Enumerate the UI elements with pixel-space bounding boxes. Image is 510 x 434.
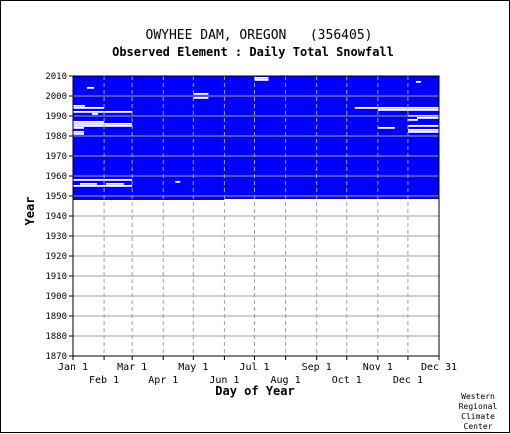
x-tick-label: Dec 1 (393, 375, 423, 386)
missing-data-segment (73, 131, 85, 133)
y-tick-label: 1950 (45, 192, 67, 202)
missing-data-segment (377, 127, 395, 129)
credit-line-1: Western (461, 392, 495, 401)
missing-data-segment (175, 181, 181, 183)
x-tick-label: Jul 1 (239, 362, 269, 373)
missing-data-segment (377, 109, 439, 111)
missing-data-segment (73, 105, 86, 107)
grid-layer (73, 76, 439, 356)
observed-data-block (73, 76, 439, 200)
missing-data-segment (416, 117, 439, 119)
x-tick-label: Aug 1 (271, 375, 301, 386)
missing-data-segment (73, 111, 133, 113)
missing-data-segment (73, 127, 85, 129)
credit-line-2: Regional (459, 402, 498, 411)
x-axis-ticks: Jan 1 Mar 1 May 1 Jul 1 Sep 1 Nov 1 Dec 31 Feb … (58, 356, 457, 386)
y-tick-label: 1910 (45, 272, 67, 282)
credit-text: Western Regional Climate Center (459, 392, 498, 431)
missing-data-segment (73, 179, 133, 181)
chart-subtitle: Observed Element : Daily Total Snowfall (112, 45, 394, 59)
missing-data-segment (73, 185, 133, 187)
missing-data-segment (87, 87, 95, 89)
x-tick-label: Dec 31 (421, 362, 457, 373)
missing-data-segment (415, 81, 421, 83)
x-tick-label: May 1 (178, 362, 208, 373)
missing-data-segment (407, 125, 439, 127)
y-tick-label: 1870 (45, 352, 67, 362)
y-tick-label: 1930 (45, 232, 67, 242)
y-tick-label: 1880 (45, 332, 67, 342)
missing-data-segment (73, 123, 133, 125)
missing-data-segment (407, 119, 418, 121)
missing-data-segment (354, 107, 439, 109)
missing-data-segment (407, 129, 439, 131)
credit-line-4: Center (464, 422, 493, 431)
y-axis-ticks: 2010 2000 1990 1980 1970 1960 1950 1940 1930 1920… (45, 72, 73, 362)
missing-data-segment (106, 183, 125, 185)
missing-data-segment (254, 79, 269, 81)
y-tick-label: 2010 (45, 72, 67, 82)
missing-data-segment (407, 131, 439, 133)
missing-data-segment (80, 183, 98, 185)
x-tick-label: Jan 1 (58, 362, 88, 373)
missing-data-segment (254, 77, 269, 79)
x-tick-label: Apr 1 (148, 375, 178, 386)
y-tick-label: 1990 (45, 112, 67, 122)
missing-data-segment (73, 133, 85, 135)
y-tick-label: 1980 (45, 132, 67, 142)
x-tick-label: Nov 1 (363, 362, 393, 373)
x-tick-label: Jun 1 (209, 375, 239, 386)
y-tick-label: 2000 (45, 92, 67, 102)
missing-data-segment (73, 121, 105, 123)
credit-line-3: Climate (461, 412, 495, 421)
x-tick-label: Mar 1 (117, 362, 147, 373)
missing-data-segment (193, 93, 209, 95)
x-tick-label: Feb 1 (89, 375, 119, 386)
y-tick-label: 1970 (45, 152, 67, 162)
y-tick-label: 1920 (45, 252, 67, 262)
y-tick-label: 1900 (45, 292, 67, 302)
missing-data-segment (193, 97, 209, 99)
missing-data-segment (224, 199, 439, 201)
missing-data-segment (73, 125, 133, 127)
missing-data-segment (73, 107, 105, 109)
y-tick-label: 1890 (45, 312, 67, 322)
missing-data-segment (92, 113, 99, 115)
data-layer (73, 76, 439, 201)
chart-title: OWYHEE DAM, OREGON (356405) (146, 28, 373, 43)
x-tick-label: Sep 1 (302, 362, 332, 373)
x-tick-label: Oct 1 (332, 375, 362, 386)
x-axis-label: Day of Year (215, 384, 294, 398)
y-axis-label: Year (23, 197, 37, 226)
y-tick-label: 1940 (45, 212, 67, 222)
y-tick-label: 1960 (45, 172, 67, 182)
